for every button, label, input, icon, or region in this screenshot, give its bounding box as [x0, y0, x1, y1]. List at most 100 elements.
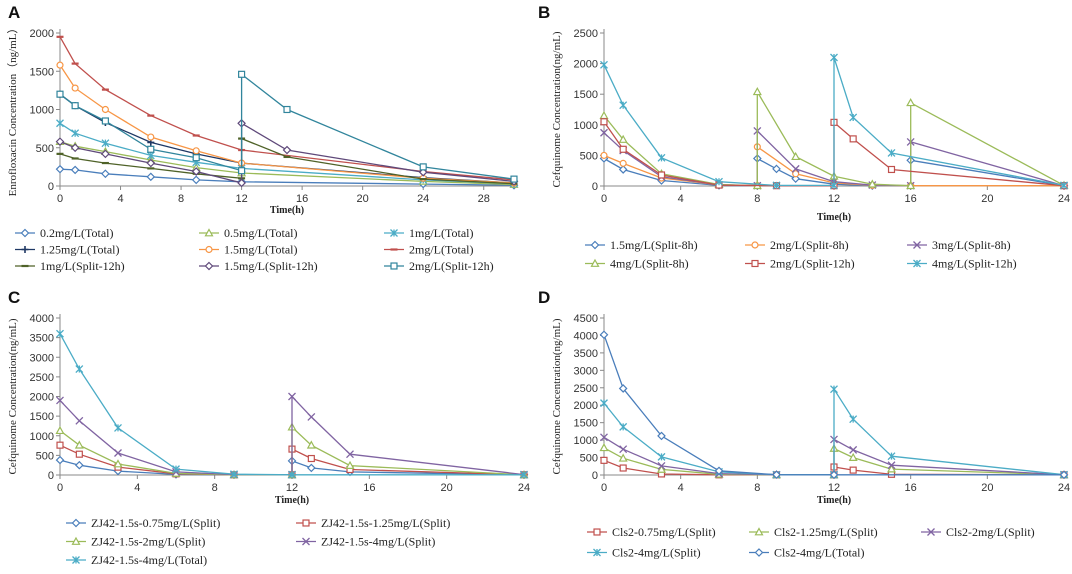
data-point	[619, 101, 628, 110]
data-point	[101, 149, 110, 159]
legend-item: 2mg/L(Split-12h)	[384, 259, 494, 273]
legend-marker	[390, 262, 398, 270]
data-point	[101, 139, 110, 148]
data-point	[172, 465, 180, 474]
legend-item: ZJ42-1.5s-4mg/L(Total)	[66, 553, 207, 567]
legend-label: 1mg/L(Split-12h)	[40, 259, 125, 273]
data-point	[600, 433, 608, 442]
data-point	[887, 148, 896, 157]
x-tick-label: 12	[286, 482, 298, 494]
legend-item: 2mg/L(Split-12h)	[745, 257, 855, 271]
data-point	[238, 70, 246, 78]
data-point	[56, 61, 64, 69]
y-tick-label: 3500	[574, 348, 598, 360]
data-point	[71, 84, 79, 92]
data-point	[418, 167, 428, 177]
legend-item: 1.5mg/L(Split-8h)	[585, 238, 698, 252]
data-point	[75, 416, 84, 425]
y-tick-label: 0	[592, 181, 598, 193]
data-point	[657, 431, 666, 441]
x-tick-label: 20	[981, 193, 993, 205]
data-point	[599, 443, 609, 452]
data-point	[715, 177, 723, 186]
legend-marker	[72, 556, 80, 564]
data-point	[791, 164, 800, 173]
data-point	[70, 165, 80, 175]
series-Cls2-4mg/L(Split)	[600, 385, 1068, 479]
y-tick-label: 1000	[30, 105, 54, 117]
x-tick-label: 8	[754, 193, 760, 205]
data-point	[657, 153, 666, 162]
data-point	[657, 171, 666, 179]
x-tick-label: 24	[518, 482, 530, 494]
data-point	[307, 454, 315, 463]
series-line	[59, 140, 515, 186]
data-point	[288, 470, 296, 479]
legend-marker	[913, 241, 921, 249]
legend-item: 1.25mg/L(Total)	[15, 243, 119, 257]
data-point	[146, 158, 156, 168]
x-axis-label: Time(h)	[817, 495, 851, 506]
data-point	[75, 365, 84, 373]
data-point	[56, 396, 64, 405]
data-point	[55, 455, 65, 465]
data-point	[772, 470, 781, 479]
legend-marker	[71, 536, 81, 545]
x-tick-label: 12	[235, 193, 247, 205]
data-point	[791, 151, 801, 161]
data-point	[56, 329, 64, 338]
data-point	[1059, 470, 1069, 480]
data-point	[657, 461, 666, 470]
x-tick-label: 8	[754, 482, 760, 494]
data-point	[829, 470, 839, 480]
data-point	[619, 422, 628, 431]
x-tick-label: 28	[478, 193, 490, 205]
legend-marker	[204, 228, 214, 237]
data-point	[618, 384, 628, 393]
x-axis-label: Time(h)	[270, 205, 304, 216]
data-point	[56, 119, 64, 128]
legend-label: 4mg/L(Split-8h)	[610, 257, 689, 271]
legend-label: 2mg/L(Split-8h)	[770, 238, 849, 252]
legend-D: Cls2-0.75mg/L(Split) Cls2-1.25mg/L(Split)…	[587, 525, 1035, 560]
legend-item: ZJ42-1.5s-4mg/L(Split)	[296, 535, 435, 549]
x-tick-label: 20	[981, 482, 993, 494]
legend-label: 2mg/L(Total)	[409, 243, 473, 257]
data-point	[146, 151, 155, 160]
legend-label: ZJ42-1.5s-1.25mg/L(Split)	[321, 516, 450, 530]
data-point	[146, 172, 156, 182]
series-line	[603, 386, 1065, 476]
legend-marker	[204, 261, 214, 271]
legend-item: 0.5mg/L(Total)	[199, 226, 297, 240]
series-line	[59, 122, 515, 184]
data-point	[74, 440, 84, 449]
series-Cls2-4mg/L(Total)	[599, 330, 1069, 480]
series-4mg/L(Split-12h)	[600, 53, 1068, 190]
data-point	[830, 385, 838, 394]
panel-C: C 0 500 1000 1500 2000 2500 3000 3500 4000 0 4 8 12 16…	[7, 288, 530, 567]
legend-marker	[71, 518, 81, 528]
data-point	[55, 164, 65, 174]
data-point	[101, 105, 109, 114]
x-tick-label: 16	[296, 193, 308, 205]
x-tick-label: 12	[828, 193, 840, 205]
legend-item: 2mg/L(Total)	[384, 243, 473, 257]
data-point	[56, 441, 64, 449]
data-point	[55, 137, 65, 146]
y-tick-label: 2000	[574, 59, 598, 71]
data-point	[792, 170, 800, 178]
panel-letter-A: A	[8, 3, 20, 22]
legend-item: Cls2-4mg/L(Total)	[749, 546, 864, 560]
legend-label: ZJ42-1.5s-4mg/L(Split)	[321, 535, 435, 549]
x-tick-label: 0	[601, 193, 607, 205]
legend-label: 1.5mg/L(Total)	[224, 243, 297, 257]
x-tick-label: 4	[117, 193, 123, 205]
y-axis-label: Cefquinome Concentration(ng/mL)	[551, 318, 563, 474]
data-point	[1060, 181, 1068, 190]
legend-label: ZJ42-1.5s-2mg/L(Split)	[91, 535, 205, 549]
panel-letter-C: C	[8, 288, 20, 307]
y-tick-label: 1000	[574, 435, 598, 447]
legend-item: 3mg/L(Split-8h)	[907, 238, 1011, 252]
y-tick-label: 1500	[30, 411, 54, 423]
data-point	[600, 151, 608, 159]
